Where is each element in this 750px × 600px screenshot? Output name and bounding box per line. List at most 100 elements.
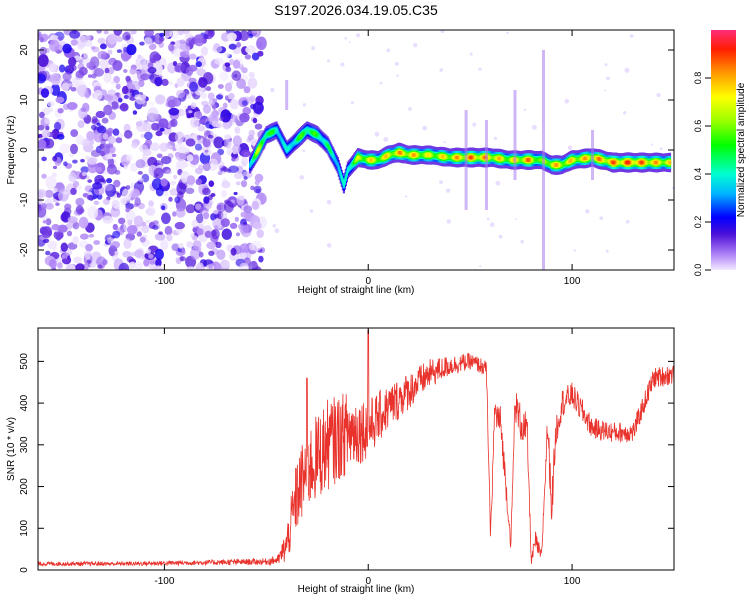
ridge-streak <box>542 50 545 270</box>
noise-speckle <box>240 211 249 218</box>
noise-speckle <box>51 223 60 231</box>
noise-speckle <box>232 135 242 147</box>
y-tick-label: 400 <box>19 394 30 411</box>
noise-dot <box>479 265 482 268</box>
noise-speckle <box>80 166 89 174</box>
noise-speckle <box>103 170 108 175</box>
noise-dot <box>531 124 537 130</box>
noise-speckle <box>207 134 214 139</box>
noise-speckle <box>143 37 153 46</box>
ridge-cell <box>256 150 259 154</box>
noise-speckle <box>169 30 179 39</box>
noise-speckle <box>80 107 87 112</box>
noise-speckle <box>241 180 247 188</box>
noise-speckle <box>241 252 248 259</box>
ridge-cell <box>284 146 287 150</box>
noise-speckle <box>141 224 150 234</box>
noise-speckle <box>186 154 194 162</box>
noise-dot <box>605 249 609 253</box>
noise-speckle <box>253 101 264 115</box>
noise-speckle <box>40 203 47 210</box>
noise-speckle <box>245 46 254 54</box>
noise-speckle <box>118 217 126 225</box>
noise-speckle <box>173 174 178 180</box>
noise-speckle <box>196 68 206 77</box>
noise-speckle <box>88 233 95 238</box>
noise-speckle <box>253 221 262 230</box>
noise-speckle <box>239 224 250 235</box>
noise-speckle <box>190 116 200 128</box>
noise-speckle <box>148 253 154 259</box>
noise-speckle <box>78 216 89 229</box>
noise-speckle <box>154 248 164 261</box>
noise-speckle <box>159 142 169 152</box>
noise-speckle <box>49 259 57 269</box>
ridge-cell <box>253 155 256 159</box>
noise-speckle <box>254 173 264 183</box>
noise-speckle <box>126 256 134 263</box>
ridge-cell <box>332 155 335 159</box>
ridge-cell <box>255 152 258 156</box>
ridge-cell <box>258 146 261 150</box>
noise-speckle <box>217 171 223 176</box>
noise-speckle <box>112 128 120 136</box>
noise-speckle <box>179 256 184 262</box>
noise-speckle <box>130 163 138 172</box>
noise-speckle <box>67 216 78 224</box>
noise-speckle <box>213 225 219 230</box>
noise-speckle <box>168 43 175 52</box>
colorbar-ticks: 0.0 0.2 0.4 0.6 0.8 <box>693 72 711 277</box>
noise-speckle <box>178 145 185 153</box>
noise-speckle <box>102 51 107 55</box>
noise-speckle <box>55 202 60 206</box>
spectrogram-noise-region <box>38 30 674 270</box>
noise-speckle <box>96 122 101 126</box>
noise-speckle <box>55 96 65 104</box>
noise-speckle <box>81 171 87 176</box>
noise-speckle <box>136 231 142 237</box>
noise-speckle <box>72 221 80 230</box>
noise-speckle <box>78 66 88 76</box>
noise-dot <box>599 216 604 221</box>
noise-speckle <box>238 30 250 42</box>
noise-speckle <box>86 131 95 141</box>
noise-speckle <box>147 66 157 74</box>
noise-speckle <box>123 238 132 249</box>
colorbar-tick-label: 0.0 <box>693 264 703 277</box>
noise-speckle <box>185 187 195 194</box>
noise-speckle <box>102 133 109 140</box>
noise-speckle <box>127 225 138 235</box>
noise-speckle <box>247 77 258 89</box>
noise-speckle <box>183 106 188 109</box>
noise-speckle <box>38 30 43 41</box>
noise-dot <box>350 101 354 105</box>
noise-speckle <box>134 94 143 100</box>
noise-speckle <box>68 56 77 67</box>
noise-speckle <box>195 61 202 68</box>
noise-speckle <box>240 156 249 167</box>
noise-speckle <box>86 259 92 264</box>
noise-speckle <box>198 77 208 88</box>
noise-speckle <box>38 162 41 169</box>
noise-speckle <box>171 243 180 252</box>
ridge-cell <box>338 170 341 174</box>
noise-dot <box>495 180 501 186</box>
noise-speckle <box>239 262 250 270</box>
noise-speckle <box>100 143 111 156</box>
noise-speckle <box>49 39 60 52</box>
ridge-cell <box>327 145 330 149</box>
noise-speckle <box>203 196 210 204</box>
noise-speckle <box>147 62 154 69</box>
noise-speckle <box>119 102 129 112</box>
noise-speckle <box>225 66 232 73</box>
noise-speckle <box>129 80 141 92</box>
noise-dot <box>446 219 451 224</box>
noise-speckle <box>202 104 212 114</box>
noise-speckle <box>147 156 158 168</box>
noise-speckle <box>126 44 137 56</box>
noise-dot <box>405 195 408 198</box>
noise-speckle <box>232 59 241 69</box>
noise-speckle <box>62 43 72 54</box>
noise-speckle <box>137 171 143 175</box>
ridge-cell <box>330 151 333 155</box>
